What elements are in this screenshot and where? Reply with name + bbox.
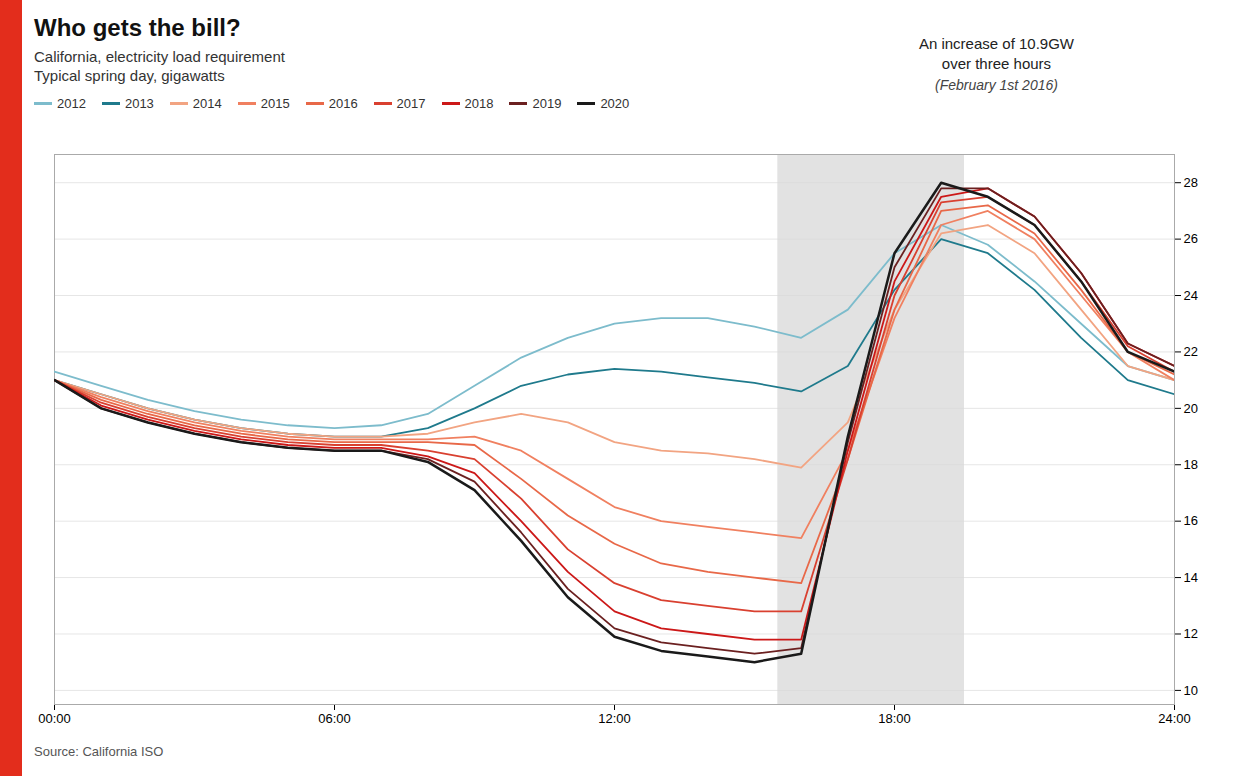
html-text:2013: 2013	[124, 96, 154, 111]
svg-text:12: 12	[1184, 626, 1198, 641]
svg-text:26: 26	[1184, 231, 1198, 246]
html-text:California, electricity load r: California, electricity load requirement	[34, 48, 285, 65]
html-text:2016: 2016	[328, 96, 358, 111]
html-text:Who gets the bill?: Who gets the bill?	[34, 14, 241, 41]
html-text:2019: 2019	[532, 96, 562, 111]
html-text:2012: 2012	[57, 96, 86, 111]
svg-text:18: 18	[1184, 457, 1198, 472]
html-text:Source: California ISO: Source: California ISO	[34, 744, 164, 759]
svg-text:06:00: 06:00	[318, 711, 351, 726]
html-text:(February 1st 2016): (February 1st 2016)	[935, 77, 1058, 93]
html-text:An increase of 10.9GW over thr: An increase of 10.9GW over three hours	[918, 35, 1074, 72]
svg-text:10: 10	[1184, 683, 1198, 698]
html-text:2014: 2014	[192, 96, 222, 111]
svg-text:20: 20	[1184, 401, 1198, 416]
svg-text:14: 14	[1184, 570, 1198, 585]
svg-text:18:00: 18:00	[878, 711, 911, 726]
svg-text:24:00: 24:00	[1158, 711, 1191, 726]
svg-text:28: 28	[1184, 175, 1198, 190]
html-text:2015: 2015	[260, 96, 290, 111]
svg-text:22: 22	[1184, 344, 1198, 359]
svg-text:16: 16	[1184, 513, 1198, 528]
html-text:2018: 2018	[464, 96, 494, 111]
html-text:2020: 2020	[600, 96, 630, 111]
html-text:2017: 2017	[396, 96, 426, 111]
html-text:Typical spring day, gigawatts: Typical spring day, gigawatts	[34, 67, 225, 84]
svg-text:24: 24	[1184, 288, 1198, 303]
svg-text:12:00: 12:00	[598, 711, 631, 726]
svg-text:00:00: 00:00	[38, 711, 71, 726]
